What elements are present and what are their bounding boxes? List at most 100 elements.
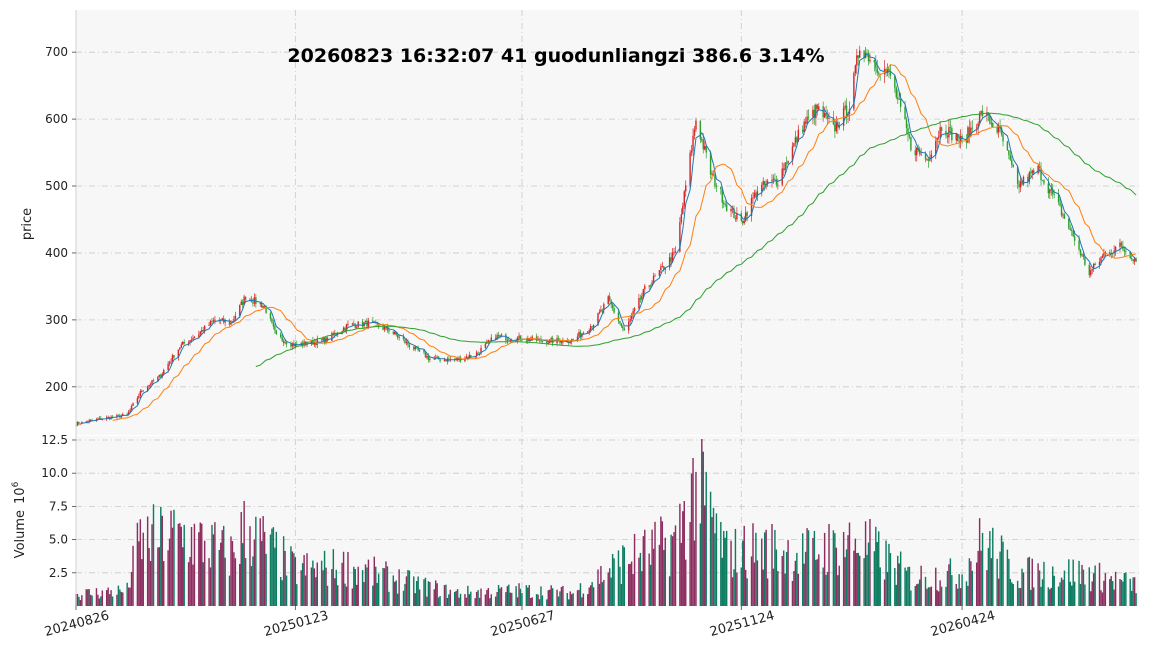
candle-body <box>312 340 314 345</box>
candle-body <box>551 338 554 344</box>
candle-body <box>132 403 134 406</box>
candle-body <box>392 331 395 334</box>
candle-body <box>724 204 726 205</box>
volume-bar <box>771 523 773 606</box>
volume-bar <box>377 573 380 606</box>
candle-body <box>734 217 737 220</box>
candle-body <box>622 326 624 329</box>
candle-body <box>239 304 241 316</box>
volume-bar <box>857 552 859 606</box>
candle-body <box>784 162 786 171</box>
candle-body <box>582 332 585 334</box>
volume-bar <box>774 530 776 606</box>
volume-bar <box>816 559 819 606</box>
volume-bar <box>230 536 232 606</box>
candle-body <box>996 126 998 133</box>
candle-body <box>1006 141 1009 151</box>
candle-body <box>1030 172 1032 174</box>
candle-body <box>633 308 636 312</box>
candle-body <box>1071 230 1073 231</box>
volume-bar <box>224 557 226 606</box>
candle-body <box>376 322 378 325</box>
volume-bar <box>762 569 764 606</box>
candle-body <box>1033 170 1035 174</box>
candle-body <box>395 331 397 336</box>
volume-bar <box>905 570 908 606</box>
candle-body <box>234 315 237 320</box>
candle-body <box>660 266 662 271</box>
volume-bar <box>638 557 640 606</box>
candle-body <box>152 380 155 382</box>
candle-body <box>477 352 479 354</box>
volume-bar <box>761 538 763 606</box>
volume-bar <box>644 529 646 606</box>
candle-body <box>1019 181 1022 188</box>
volume-bar <box>478 597 481 606</box>
candle-body <box>763 181 766 186</box>
volume-bar <box>179 523 181 606</box>
volume-bar <box>955 583 957 606</box>
price-axis-label: price <box>20 208 35 240</box>
volume-bar <box>439 595 441 606</box>
volume-bar <box>530 597 532 606</box>
candle-body <box>107 417 109 418</box>
candle-body <box>668 257 671 268</box>
volume-bar <box>78 596 80 606</box>
candle-body <box>228 320 231 325</box>
volume-bar <box>918 579 921 606</box>
candle-body <box>549 339 551 343</box>
candle-body <box>1016 166 1019 184</box>
candle-body <box>750 198 753 216</box>
volume-bar <box>693 540 696 606</box>
volume-bar <box>784 573 786 606</box>
volume-bar <box>856 553 858 606</box>
candle-body <box>146 386 149 391</box>
volume-bar <box>274 547 276 606</box>
candle-body <box>1088 264 1091 276</box>
volume-bar <box>1098 562 1101 606</box>
volume-axis-label: Volume 106 <box>11 481 28 558</box>
candle-body <box>670 257 672 262</box>
candle-body <box>610 300 612 305</box>
price-tick-label: 200 <box>45 380 68 394</box>
volume-bar <box>138 541 140 606</box>
candle-body <box>521 340 523 342</box>
chart-title: 20260823 16:32:07 41 guodunliangzi 386.6… <box>287 45 824 67</box>
volume-bar <box>796 552 798 606</box>
volume-bar <box>312 560 314 606</box>
candle-body <box>86 421 89 423</box>
candle-body <box>818 106 820 110</box>
candle-body <box>704 146 706 150</box>
volume-bar <box>649 564 652 606</box>
candle-body <box>240 301 242 305</box>
volume-bar <box>987 547 990 606</box>
candle-body <box>654 275 656 277</box>
candle-body <box>935 141 937 155</box>
volume-bar <box>711 517 713 606</box>
candle-body <box>179 347 181 350</box>
volume-bar <box>888 543 890 606</box>
volume-bar <box>97 594 99 606</box>
price-tick-label: 600 <box>45 112 68 126</box>
volume-bar <box>721 557 723 606</box>
volume-bar <box>76 594 79 606</box>
candle-body <box>158 374 161 377</box>
candle-body <box>632 311 634 316</box>
volume-bar <box>704 505 706 606</box>
candle-body <box>730 209 732 212</box>
volume-bar <box>997 578 1000 606</box>
volume-bar <box>547 590 549 606</box>
volume-bar <box>240 512 242 606</box>
volume-bar <box>781 555 783 606</box>
candle-body <box>956 134 959 142</box>
volume-bar <box>692 458 694 606</box>
volume-bar <box>353 566 355 606</box>
volume-bar <box>990 558 993 606</box>
volume-bar <box>383 568 386 606</box>
candle-body <box>731 208 734 210</box>
candle-body <box>658 270 661 276</box>
volume-bar <box>141 559 143 606</box>
volume-bar <box>480 588 482 606</box>
candle-body <box>970 127 972 136</box>
volume-bar <box>448 594 450 606</box>
